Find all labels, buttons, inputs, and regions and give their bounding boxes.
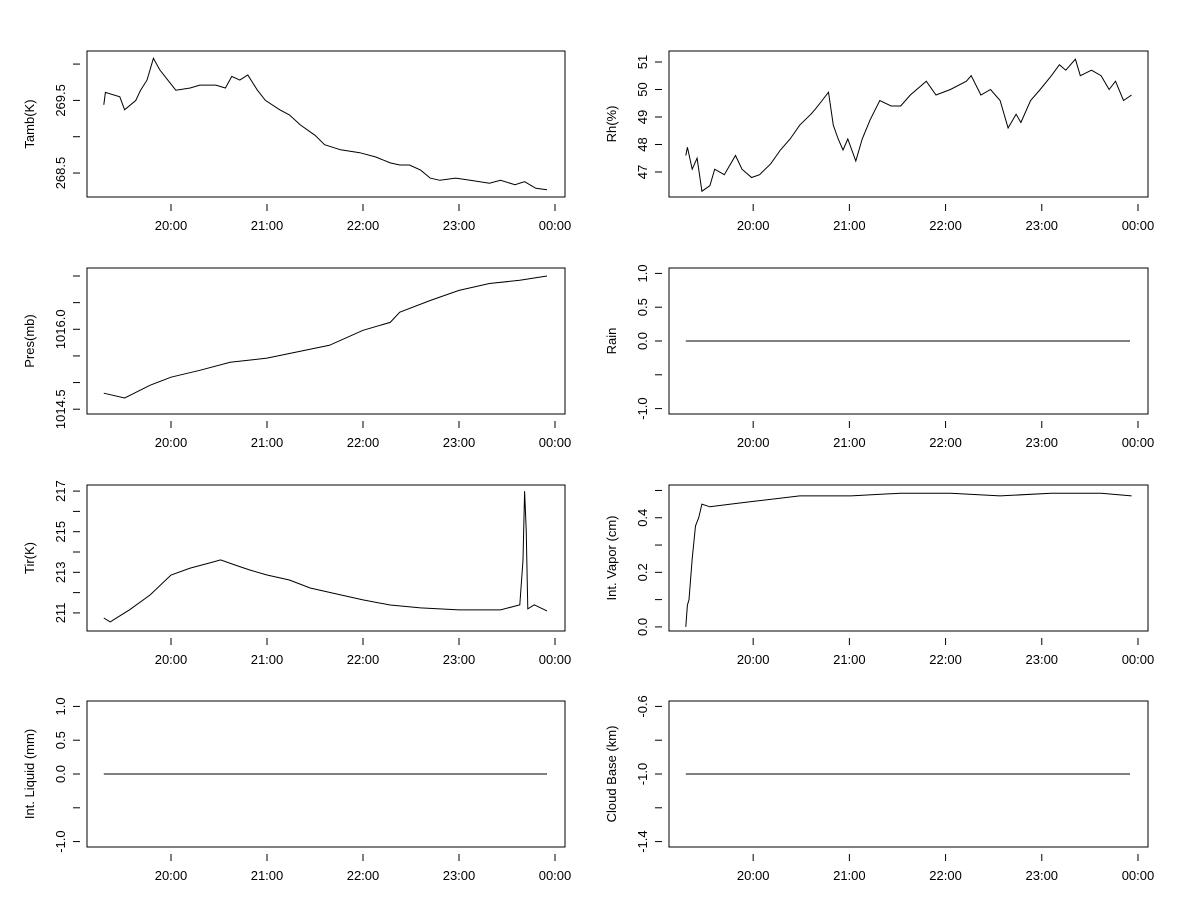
y-tick-label: 268.5 bbox=[53, 157, 68, 190]
y-axis-label: Rh(%) bbox=[604, 106, 619, 143]
y-tick-label: 213 bbox=[53, 561, 68, 583]
panel-2: 20:00 21:00 22:00 23:00 00:00 1014.5 1016.0 Pre… bbox=[22, 267, 572, 450]
y-tick-label: 50 bbox=[635, 82, 650, 96]
y-tick-label: 49 bbox=[635, 110, 650, 124]
y-tick-label: 0.2 bbox=[635, 563, 650, 581]
y-axis-label: Cloud Base (km) bbox=[604, 726, 619, 823]
y-tick-label: 0.5 bbox=[635, 298, 650, 316]
y-tick-label: 48 bbox=[635, 137, 650, 151]
x-tick-label: 23:00 bbox=[443, 652, 476, 667]
x-tick-label: 22:00 bbox=[929, 218, 962, 233]
y-tick-label: 0.0 bbox=[635, 618, 650, 636]
panel-4: 20:00 21:00 22:00 23:00 00:00 211 213 215 217 Tir… bbox=[22, 480, 571, 667]
x-tick-label: 20:00 bbox=[737, 435, 770, 450]
y-axis-label: Tamb(K) bbox=[22, 99, 37, 148]
x-tick-label: 00:00 bbox=[539, 218, 572, 233]
y-tick-label: 217 bbox=[53, 480, 68, 502]
x-tick-label: 00:00 bbox=[1122, 435, 1155, 450]
x-tick-label: 00:00 bbox=[539, 868, 572, 883]
x-tick-label: 20:00 bbox=[155, 868, 188, 883]
plot-frame bbox=[668, 700, 1149, 848]
y-tick-label: 1014.5 bbox=[53, 389, 68, 429]
y-tick-label: 215 bbox=[53, 521, 68, 543]
y-tick-label: 0.0 bbox=[53, 765, 68, 783]
x-tick-label: 22:00 bbox=[347, 652, 380, 667]
x-tick-label: 00:00 bbox=[1122, 868, 1155, 883]
y-tick-label: -1.0 bbox=[635, 397, 650, 419]
plot-frame bbox=[86, 700, 566, 848]
y-tick-label: -1.0 bbox=[53, 830, 68, 852]
plot-frame bbox=[668, 484, 1149, 632]
y-tick-label: 1016.0 bbox=[53, 309, 68, 349]
x-tick-label: 20:00 bbox=[155, 435, 188, 450]
series-line bbox=[685, 492, 1132, 627]
x-tick-label: 21:00 bbox=[833, 435, 866, 450]
y-tick-label: 1.0 bbox=[635, 264, 650, 282]
x-tick-label: 00:00 bbox=[1122, 218, 1155, 233]
panel-3: 20:00 21:00 22:00 23:00 00:00 -1.0 0.0 0.5 1.0 Ra… bbox=[604, 264, 1154, 450]
y-tick-label: 1.0 bbox=[53, 697, 68, 715]
panel-5: 20:00 21:00 22:00 23:00 00:00 0.0 0.2 0.4 Int. V… bbox=[604, 484, 1155, 667]
x-tick-label: 21:00 bbox=[251, 868, 284, 883]
x-tick-label: 21:00 bbox=[251, 218, 284, 233]
x-tick-label: 23:00 bbox=[443, 435, 476, 450]
y-tick-label: 0.0 bbox=[635, 332, 650, 350]
x-tick-label: 22:00 bbox=[929, 652, 962, 667]
x-tick-label: 23:00 bbox=[1026, 652, 1059, 667]
x-tick-label: 21:00 bbox=[833, 868, 866, 883]
x-tick-label: 23:00 bbox=[443, 868, 476, 883]
x-tick-label: 00:00 bbox=[1122, 652, 1155, 667]
panel-0: 20:00 21:00 22:00 23:00 00:00 268.5 269.5 Tamb(… bbox=[22, 50, 572, 233]
y-axis-label: Int. Liquid (mm) bbox=[22, 729, 37, 819]
x-tick-label: 23:00 bbox=[1026, 218, 1059, 233]
plot-frame bbox=[668, 50, 1149, 198]
panel-1: 20:00 21:00 22:00 23:00 00:00 47 48 49 50 51 Rh(%) bbox=[604, 50, 1155, 233]
y-tick-label: -0.6 bbox=[635, 695, 650, 717]
x-tick-label: 20:00 bbox=[155, 652, 188, 667]
series-line bbox=[103, 57, 548, 191]
y-axis-label: Rain bbox=[604, 328, 619, 355]
x-tick-label: 23:00 bbox=[1026, 868, 1059, 883]
series-line bbox=[685, 58, 1132, 193]
x-tick-label: 22:00 bbox=[929, 435, 962, 450]
y-tick-label: 0.5 bbox=[53, 731, 68, 749]
panel-7: 20:00 21:00 22:00 23:00 00:00 -1.4 -1.0 -0.6 Clo… bbox=[604, 695, 1154, 883]
series-line bbox=[103, 275, 548, 399]
y-tick-label: 51 bbox=[635, 55, 650, 69]
x-tick-label: 20:00 bbox=[155, 218, 188, 233]
y-axis-label: Int. Vapor (cm) bbox=[604, 515, 619, 600]
y-tick-label: 47 bbox=[635, 165, 650, 179]
x-tick-label: 21:00 bbox=[251, 652, 284, 667]
x-tick-label: 22:00 bbox=[929, 868, 962, 883]
plot-frame bbox=[668, 267, 1149, 415]
x-tick-label: 22:00 bbox=[347, 218, 380, 233]
y-tick-label: 0.4 bbox=[635, 509, 650, 527]
x-tick-label: 20:00 bbox=[737, 868, 770, 883]
panel-6: 20:00 21:00 22:00 23:00 00:00 -1.0 0.0 0.5 1.0 In… bbox=[22, 697, 571, 883]
x-tick-label: 22:00 bbox=[347, 868, 380, 883]
y-axis-label: Pres(mb) bbox=[22, 314, 37, 367]
x-tick-label: 20:00 bbox=[737, 652, 770, 667]
x-tick-label: 00:00 bbox=[539, 652, 572, 667]
x-tick-label: 21:00 bbox=[833, 218, 866, 233]
y-axis-label: Tir(K) bbox=[22, 542, 37, 574]
y-tick-label: 269.5 bbox=[53, 84, 68, 117]
series-line bbox=[103, 491, 548, 623]
y-tick-label: 211 bbox=[53, 603, 68, 624]
x-tick-label: 23:00 bbox=[1026, 435, 1059, 450]
y-tick-label: -1.0 bbox=[635, 763, 650, 785]
x-tick-label: 23:00 bbox=[443, 218, 476, 233]
plot-frame bbox=[86, 267, 566, 415]
x-tick-label: 20:00 bbox=[737, 218, 770, 233]
x-tick-label: 21:00 bbox=[833, 652, 866, 667]
x-tick-label: 21:00 bbox=[251, 435, 284, 450]
plot-frame bbox=[86, 50, 566, 198]
x-tick-label: 22:00 bbox=[347, 435, 380, 450]
plot-frame bbox=[86, 484, 566, 632]
x-tick-label: 00:00 bbox=[539, 435, 572, 450]
y-tick-label: -1.4 bbox=[635, 830, 650, 852]
